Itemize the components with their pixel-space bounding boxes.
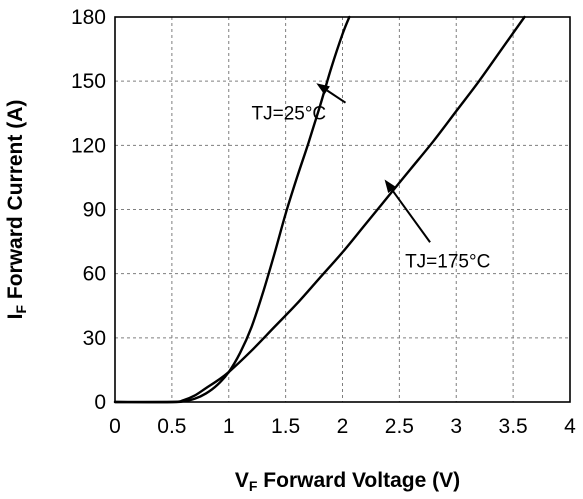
y-tick-label: 30 xyxy=(83,327,106,350)
x-tick-label: 3 xyxy=(450,415,462,438)
x-axis-title-main: V xyxy=(235,469,249,492)
y-tick-label: 180 xyxy=(71,6,106,29)
annotations: TJ=25°C TJ=175°C xyxy=(252,83,490,272)
annotation-arrow-shaft xyxy=(326,89,347,104)
annotation-label: TJ=175°C xyxy=(405,251,490,272)
y-tick-label: 150 xyxy=(71,70,106,93)
y-axis-title-subscript: F xyxy=(13,305,29,314)
y-axis-title: IF Forward Current (A) xyxy=(4,100,29,320)
x-axis-title: VF Forward Voltage (V) xyxy=(235,469,460,494)
x-axis-title-subscript: F xyxy=(249,478,258,494)
y-tick-label: 60 xyxy=(83,263,106,286)
y-tick-label: 90 xyxy=(83,199,106,222)
y-tick-label: 0 xyxy=(94,391,106,414)
y-axis-title-rest: Forward Current (A) xyxy=(4,100,27,305)
x-axis-title-rest: Forward Voltage (V) xyxy=(257,469,460,492)
gridlines xyxy=(115,17,570,402)
plot-area-frame xyxy=(114,16,571,403)
annotation-arrow-head xyxy=(384,179,397,194)
annotation-label: TJ=25°C xyxy=(252,104,327,125)
x-tick-label: 4 xyxy=(564,415,576,438)
x-tick-label: 2.5 xyxy=(385,415,414,438)
x-tick-label: 3.5 xyxy=(499,415,528,438)
series-line-tj-25c xyxy=(113,15,351,404)
annotation-arrow-head xyxy=(316,83,330,95)
annotation-arrow-shaft xyxy=(391,189,431,243)
series-line-tj-175c xyxy=(113,15,526,404)
tick-labels: 0 0.5 1 1.5 2 2.5 3 3.5 4 0 30 60 90 120 150 180 xyxy=(71,6,576,438)
y-axis-title-main: I xyxy=(4,314,27,320)
x-tick-label: 0 xyxy=(109,415,121,438)
series-lines xyxy=(113,15,526,404)
x-tick-label: 2 xyxy=(337,415,349,438)
y-tick-label: 120 xyxy=(71,134,106,157)
x-tick-label: 1 xyxy=(223,415,235,438)
x-tick-label: 1.5 xyxy=(271,415,300,438)
x-tick-label: 0.5 xyxy=(157,415,186,438)
